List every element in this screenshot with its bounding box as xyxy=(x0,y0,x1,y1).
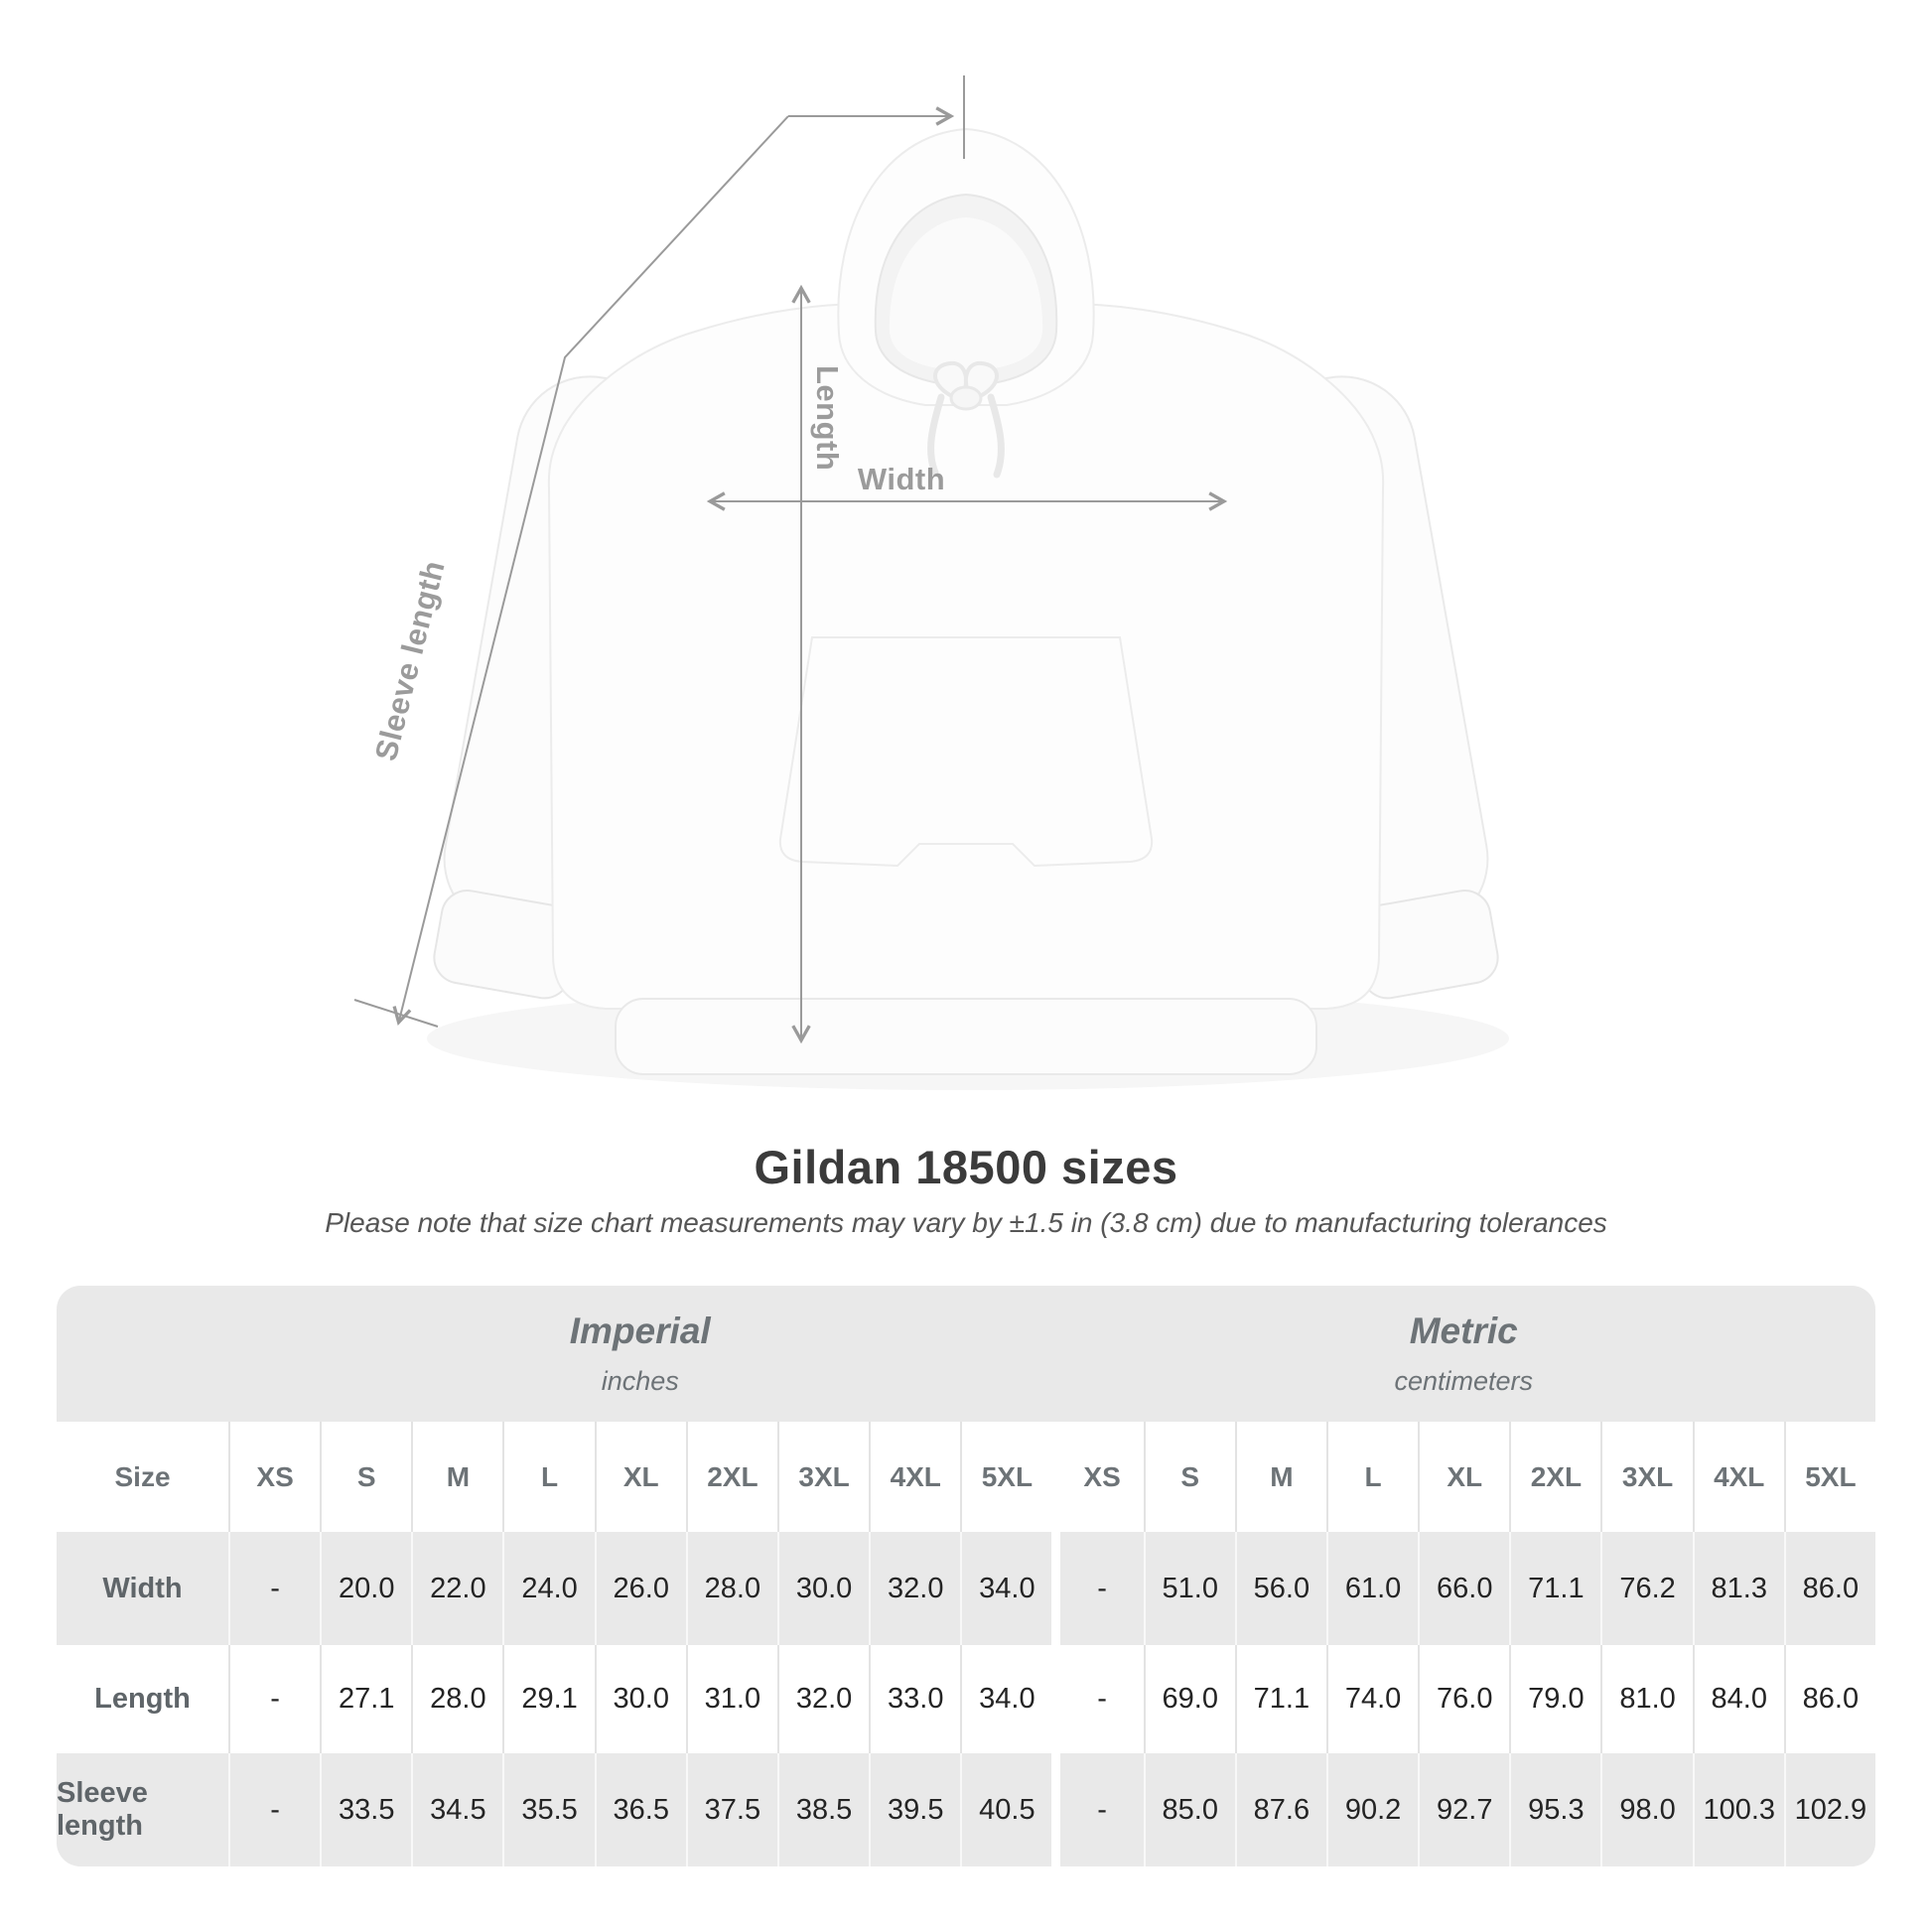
value-cell: 56.0 xyxy=(1234,1532,1326,1645)
size-col-header: 4XL xyxy=(1692,1422,1784,1532)
value-cell: 36.5 xyxy=(594,1753,686,1866)
value-cell: 24.0 xyxy=(502,1532,595,1645)
size-col-header: L xyxy=(1325,1422,1419,1532)
row-label: Length xyxy=(57,1645,228,1753)
value-cell: 98.0 xyxy=(1600,1753,1693,1866)
value-cell: 39.5 xyxy=(869,1753,961,1866)
size-col-header: XL xyxy=(1418,1422,1510,1532)
value-cell: 38.5 xyxy=(776,1753,870,1866)
row-label: Width xyxy=(57,1532,228,1645)
value-cell: 71.1 xyxy=(1234,1645,1326,1753)
imperial-unit: inches xyxy=(601,1365,679,1396)
value-cell: 20.0 xyxy=(320,1532,412,1645)
value-cell: 76.0 xyxy=(1418,1645,1510,1753)
value-cell: 28.0 xyxy=(685,1532,777,1645)
band-corner xyxy=(57,1286,228,1422)
value-cell: 33.0 xyxy=(869,1645,961,1753)
size-col-header: 5XL xyxy=(960,1422,1052,1532)
measurement-lines xyxy=(353,75,1228,1044)
metric-group-header: Metric centimeters xyxy=(1051,1286,1875,1422)
length-label: Length xyxy=(810,365,845,471)
value-cell: 34.0 xyxy=(960,1532,1052,1645)
value-cell: 40.5 xyxy=(960,1753,1052,1866)
value-cell: - xyxy=(1051,1532,1144,1645)
size-col-header: S xyxy=(1143,1422,1235,1532)
value-cell: 74.0 xyxy=(1325,1645,1419,1753)
size-col-header: M xyxy=(411,1422,503,1532)
value-cell: 33.5 xyxy=(320,1753,412,1866)
value-cell: 85.0 xyxy=(1143,1753,1235,1866)
size-header-cell: Size xyxy=(57,1422,228,1532)
value-cell: 92.7 xyxy=(1418,1753,1510,1866)
value-cell: 100.3 xyxy=(1692,1753,1784,1866)
value-cell: 30.0 xyxy=(776,1532,870,1645)
value-cell: - xyxy=(1051,1753,1144,1866)
value-cell: 22.0 xyxy=(411,1532,503,1645)
value-cell: 32.0 xyxy=(869,1532,961,1645)
sleeve-length-label: Sleeve length xyxy=(368,557,452,764)
value-cell: 87.6 xyxy=(1234,1753,1326,1866)
size-col-header: M xyxy=(1234,1422,1326,1532)
size-col-header: 5XL xyxy=(1783,1422,1875,1532)
size-table: Imperial inches Metric centimeters Size X… xyxy=(57,1286,1875,1866)
sleeve-end-tick xyxy=(353,999,439,1028)
hoodie-diagram: Length Width Sleeve length xyxy=(353,75,1499,1075)
value-cell: 90.2 xyxy=(1325,1753,1419,1866)
value-cell: - xyxy=(228,1645,321,1753)
value-cell: 69.0 xyxy=(1143,1645,1235,1753)
value-cell: 51.0 xyxy=(1143,1532,1235,1645)
size-col-header: XS xyxy=(228,1422,321,1532)
size-col-header: 3XL xyxy=(1600,1422,1693,1532)
size-col-header: 3XL xyxy=(776,1422,870,1532)
value-cell: 84.0 xyxy=(1692,1645,1784,1753)
hoodie-hem xyxy=(615,998,1317,1075)
imperial-group-header: Imperial inches xyxy=(228,1286,1052,1422)
value-cell: 71.1 xyxy=(1509,1532,1601,1645)
value-cell: 95.3 xyxy=(1509,1753,1601,1866)
value-cell: 86.0 xyxy=(1783,1532,1875,1645)
value-cell: - xyxy=(228,1532,321,1645)
size-col-header: 4XL xyxy=(869,1422,961,1532)
metric-unit: centimeters xyxy=(1394,1365,1534,1396)
size-col-header: XS xyxy=(1051,1422,1144,1532)
value-cell: 34.5 xyxy=(411,1753,503,1866)
page-subtitle: Please note that size chart measurements… xyxy=(325,1207,1607,1238)
value-cell: 34.0 xyxy=(960,1645,1052,1753)
metric-title: Metric xyxy=(1409,1311,1518,1351)
value-cell: 32.0 xyxy=(776,1645,870,1753)
value-cell: 30.0 xyxy=(594,1645,686,1753)
hood-drawstrings xyxy=(927,360,1005,479)
size-col-header: 2XL xyxy=(1509,1422,1601,1532)
width-label: Width xyxy=(858,462,945,496)
value-cell: 29.1 xyxy=(502,1645,595,1753)
value-cell: 26.0 xyxy=(594,1532,686,1645)
value-cell: 81.0 xyxy=(1600,1645,1693,1753)
row-label: Sleeve length xyxy=(57,1753,228,1866)
size-col-header: XL xyxy=(594,1422,686,1532)
value-cell: 35.5 xyxy=(502,1753,595,1866)
hood-lining xyxy=(889,217,1043,371)
value-cell: 66.0 xyxy=(1418,1532,1510,1645)
page-title: Gildan 18500 sizes xyxy=(754,1141,1178,1193)
value-cell: 31.0 xyxy=(685,1645,777,1753)
hoodie-pocket xyxy=(778,636,1154,868)
size-col-header: L xyxy=(502,1422,595,1532)
value-cell: - xyxy=(1051,1645,1144,1753)
value-cell: 27.1 xyxy=(320,1645,412,1753)
value-cell: 37.5 xyxy=(685,1753,777,1866)
value-cell: 28.0 xyxy=(411,1645,503,1753)
value-cell: 102.9 xyxy=(1783,1753,1875,1866)
size-col-header: 2XL xyxy=(685,1422,777,1532)
size-col-header: S xyxy=(320,1422,412,1532)
value-cell: 86.0 xyxy=(1783,1645,1875,1753)
sleeve-length-line xyxy=(392,115,789,1027)
value-cell: 79.0 xyxy=(1509,1645,1601,1753)
imperial-title: Imperial xyxy=(569,1311,711,1351)
value-cell: 81.3 xyxy=(1692,1532,1784,1645)
value-cell: 76.2 xyxy=(1600,1532,1693,1645)
value-cell: 61.0 xyxy=(1325,1532,1419,1645)
value-cell: - xyxy=(228,1753,321,1866)
